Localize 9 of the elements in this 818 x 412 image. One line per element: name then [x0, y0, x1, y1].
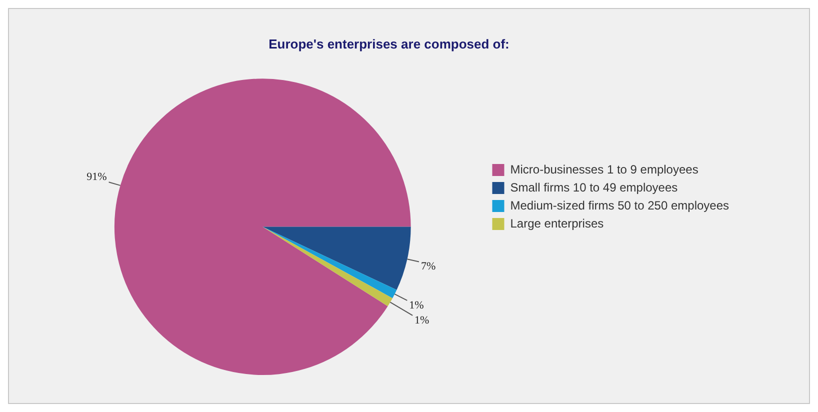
legend-label: Small firms 10 to 49 employees [510, 180, 678, 194]
chart-title: Europe's enterprises are composed of: [268, 36, 510, 52]
legend-label: Large enterprises [510, 216, 604, 230]
legend-label: Micro-businesses 1 to 9 employees [510, 162, 698, 176]
data-label: 1% [409, 299, 424, 312]
data-label: 91% [86, 170, 107, 183]
data-label: 7% [420, 260, 436, 273]
data-label: 1% [414, 314, 430, 326]
legend-label: Medium-sized firms 50 to 250 employees [510, 198, 730, 212]
